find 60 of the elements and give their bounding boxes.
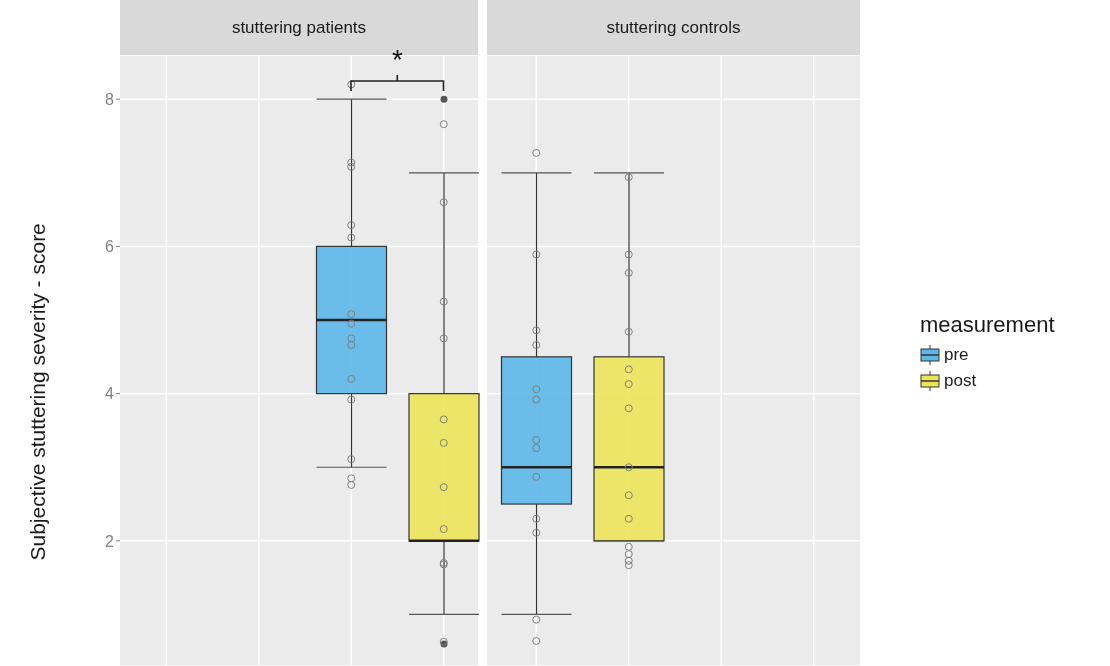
point — [347, 319, 356, 328]
point — [347, 395, 356, 404]
point — [439, 198, 448, 207]
text: stuttering controls — [487, 0, 860, 55]
point — [532, 514, 541, 523]
point — [439, 438, 448, 447]
point — [624, 491, 633, 500]
point — [624, 550, 633, 559]
point — [532, 436, 541, 444]
point — [347, 480, 356, 489]
point — [624, 250, 633, 259]
point — [532, 528, 541, 537]
point — [624, 380, 633, 389]
point — [347, 233, 356, 242]
point — [347, 334, 356, 343]
point — [624, 268, 633, 277]
point — [439, 120, 448, 129]
point — [532, 250, 541, 259]
legend-label: pre — [944, 345, 969, 365]
point — [624, 327, 633, 336]
point — [624, 404, 633, 413]
point — [347, 80, 356, 89]
point — [624, 173, 633, 182]
y-tick-label: 6 — [105, 238, 115, 256]
point — [532, 385, 541, 394]
point — [624, 365, 633, 374]
y-tick-label: 4 — [105, 385, 115, 403]
text: stuttering patients — [231, 17, 367, 37]
point — [439, 415, 448, 424]
point — [347, 374, 356, 383]
y-axis-title: Subjective stuttering severity - score — [26, 223, 50, 561]
point — [532, 326, 541, 335]
point — [532, 444, 541, 453]
legend-title: measurement — [920, 312, 1055, 338]
legend-label: post — [944, 371, 977, 391]
point — [347, 474, 356, 483]
point — [347, 162, 356, 171]
point — [439, 297, 448, 306]
point — [624, 463, 633, 472]
point — [624, 556, 633, 565]
point — [347, 158, 356, 167]
annotation: * — [391, 43, 404, 75]
point — [439, 525, 448, 534]
y-tick-label: 2 — [105, 532, 115, 550]
point — [624, 542, 633, 551]
point — [624, 561, 633, 570]
point — [532, 615, 541, 624]
point — [347, 221, 356, 230]
point — [532, 148, 541, 157]
point — [532, 395, 541, 404]
point — [347, 455, 356, 464]
point — [532, 636, 541, 645]
point — [532, 472, 541, 481]
point — [347, 341, 356, 350]
point — [347, 310, 356, 319]
point — [532, 341, 541, 350]
point — [624, 514, 633, 523]
point — [439, 483, 448, 492]
y-tick-label: 8 — [105, 90, 115, 108]
point — [439, 334, 448, 343]
